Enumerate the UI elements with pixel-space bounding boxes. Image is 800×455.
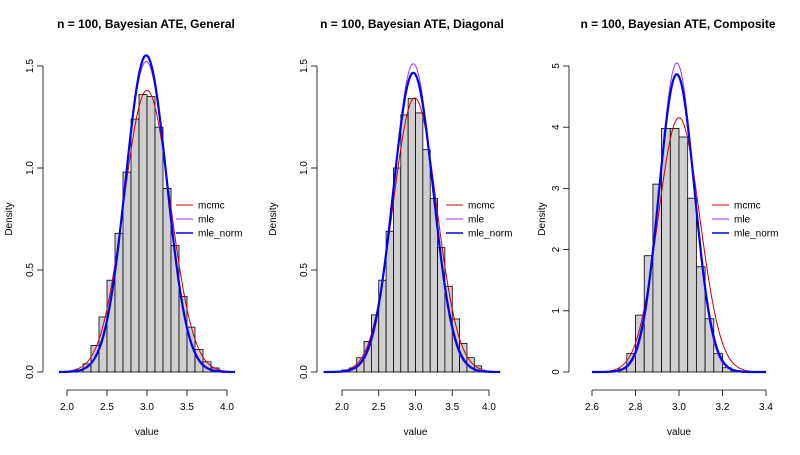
histogram-bar — [422, 149, 431, 373]
histogram-bar — [415, 112, 424, 373]
legend-label-mle: mle — [198, 215, 215, 226]
y-tick-label: 1 — [551, 308, 562, 314]
y-tick-label: 3 — [551, 185, 562, 191]
y-axis-label: Density — [4, 202, 15, 235]
histogram-bar — [130, 118, 140, 373]
x-tick-label: 2.0 — [335, 402, 349, 413]
histogram-bar — [687, 197, 697, 373]
density-curve-mcmc — [591, 117, 767, 373]
histogram-bar — [154, 126, 164, 373]
histogram-bar — [669, 128, 680, 373]
x-tick-label: 2.6 — [585, 402, 599, 413]
x-tick-label: 3.0 — [672, 402, 686, 413]
legend-label-mle-norm: mle_norm — [198, 229, 242, 240]
y-tick-label: 1.5 — [25, 59, 36, 73]
y-tick-label: 0.0 — [25, 365, 36, 379]
legend-label-mle: mle — [734, 215, 751, 226]
x-tick-label: 3.0 — [140, 402, 154, 413]
legend-label-mcmc: mcmc — [468, 201, 495, 212]
x-tick-label: 2.5 — [372, 402, 386, 413]
x-tick-label: 2.5 — [100, 402, 114, 413]
x-tick-label: 2.8 — [629, 402, 643, 413]
density-curve-mle-norm — [58, 54, 235, 374]
x-tick-label: 4.0 — [220, 402, 234, 413]
density-curve-mcmc — [323, 97, 501, 373]
chart-panel-1: n = 100, Bayesian ATE, General 2.0 2.5 3.0 3… — [4, 17, 242, 438]
y-tick-label: 0.5 — [299, 263, 310, 277]
y-tick-label: 1.0 — [299, 161, 310, 175]
y-tick-label: 1.5 — [299, 59, 310, 73]
density-curve-mle-norm — [323, 71, 501, 374]
legend-label-mle-norm: mle_norm — [734, 229, 778, 240]
chart-title: n = 100, Bayesian ATE, General — [57, 17, 235, 31]
x-tick-label: 3.4 — [759, 402, 773, 413]
y-tick-label: 5 — [551, 63, 562, 69]
x-tick-label: 4.0 — [482, 402, 496, 413]
x-tick-label: 3.5 — [445, 402, 459, 413]
y-tick-label: 0.0 — [299, 365, 310, 379]
y-tick-label: 4 — [551, 124, 562, 130]
x-axis-label: value — [404, 427, 428, 438]
y-axis-label: Density — [537, 202, 548, 235]
chart-title: n = 100, Bayesian ATE, Diagonal — [320, 17, 504, 31]
x-tick-label: 3.0 — [409, 402, 423, 413]
legend-label-mle-norm: mle_norm — [468, 229, 512, 240]
chart-panel-2: n = 100, Bayesian ATE, Diagonal 2.0 2.5 3.0… — [268, 17, 512, 438]
chart-panel-3: n = 100, Bayesian ATE, Composite 2.6 2.8 3.… — [537, 17, 778, 438]
legend-label-mcmc: mcmc — [198, 201, 225, 212]
y-tick-label: 1.0 — [25, 161, 36, 175]
histogram-bar — [678, 136, 689, 373]
chart-title: n = 100, Bayesian ATE, Composite — [580, 17, 775, 31]
y-tick-label: 0 — [551, 369, 562, 375]
y-tick-label: 0.5 — [25, 263, 36, 277]
legend-label-mle: mle — [468, 215, 485, 226]
histogram-bar — [146, 96, 156, 373]
density-curve-mcmc — [58, 89, 236, 373]
histogram-bar — [170, 245, 180, 373]
x-tick-label: 3.2 — [716, 402, 730, 413]
histogram-bar — [400, 114, 409, 373]
x-axis-label: value — [135, 427, 159, 438]
histogram-bar — [407, 98, 416, 373]
y-tick-label: 2 — [551, 246, 562, 252]
density-curve-mle-norm — [592, 73, 766, 374]
x-axis-label: value — [667, 427, 691, 438]
histogram-bar — [138, 94, 148, 373]
x-tick-label: 2.0 — [60, 402, 74, 413]
x-tick-label: 3.5 — [180, 402, 194, 413]
y-axis-label: Density — [268, 202, 279, 235]
histogram-bar — [393, 167, 402, 373]
legend-label-mcmc: mcmc — [734, 201, 761, 212]
